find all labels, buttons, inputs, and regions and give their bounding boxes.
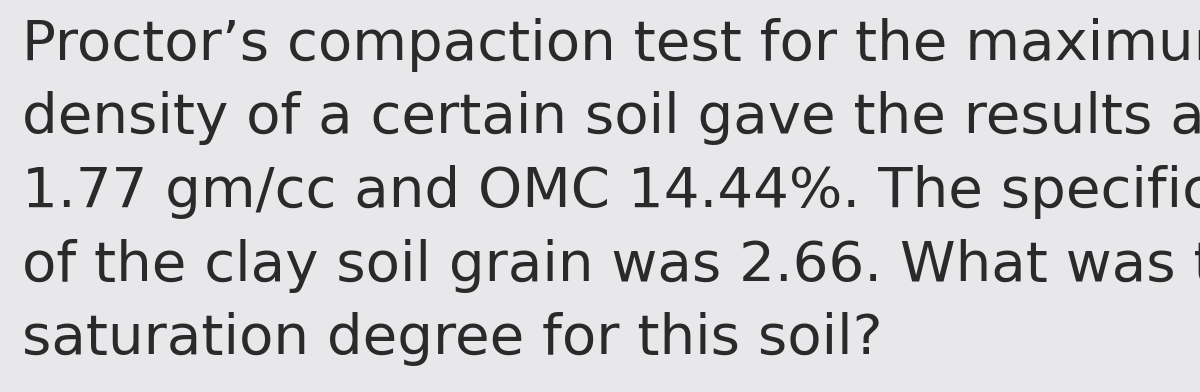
Text: Proctor’s compaction test for the maximum dry: Proctor’s compaction test for the maximu… bbox=[22, 18, 1200, 72]
Text: of the clay soil grain was 2.66. What was the: of the clay soil grain was 2.66. What wa… bbox=[22, 239, 1200, 293]
Text: density of a certain soil gave the results as :: density of a certain soil gave the resul… bbox=[22, 91, 1200, 145]
Text: 1.77 gm/cc and OMC 14.44%. The specific gravity: 1.77 gm/cc and OMC 14.44%. The specific … bbox=[22, 165, 1200, 219]
Text: saturation degree for this soil?: saturation degree for this soil? bbox=[22, 312, 882, 367]
